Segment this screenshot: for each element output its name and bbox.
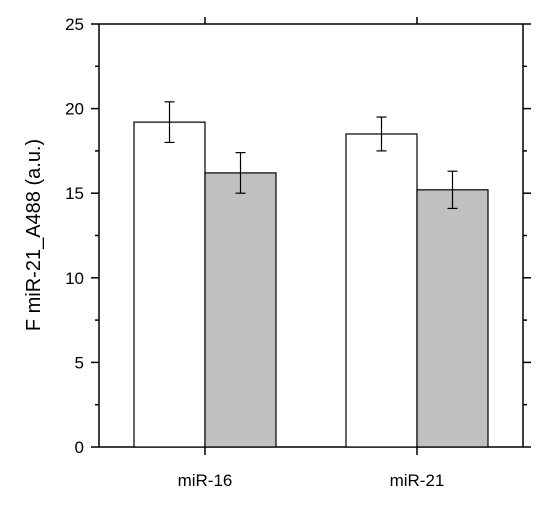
- y-tick-label: 20: [65, 100, 84, 119]
- bar: [345, 133, 418, 448]
- y-tick-label: 10: [65, 269, 84, 288]
- bar: [204, 172, 277, 448]
- x-tick-label: miR-21: [390, 471, 445, 490]
- x-tick-label: miR-16: [178, 471, 233, 490]
- y-axis: 0 5 10 15 20 25: [65, 15, 531, 457]
- y-tick-label: 15: [65, 184, 84, 203]
- bar: [133, 121, 206, 448]
- y-tick-label: 0: [75, 438, 84, 457]
- x-axis: miR-16 miR-21: [178, 17, 445, 490]
- y-tick-label: 25: [65, 15, 84, 34]
- bars: [133, 101, 489, 448]
- y-axis-title: F miR-21_A488 (a.u.): [23, 139, 45, 331]
- y-tick-label: 5: [75, 353, 84, 372]
- bar: [416, 189, 489, 448]
